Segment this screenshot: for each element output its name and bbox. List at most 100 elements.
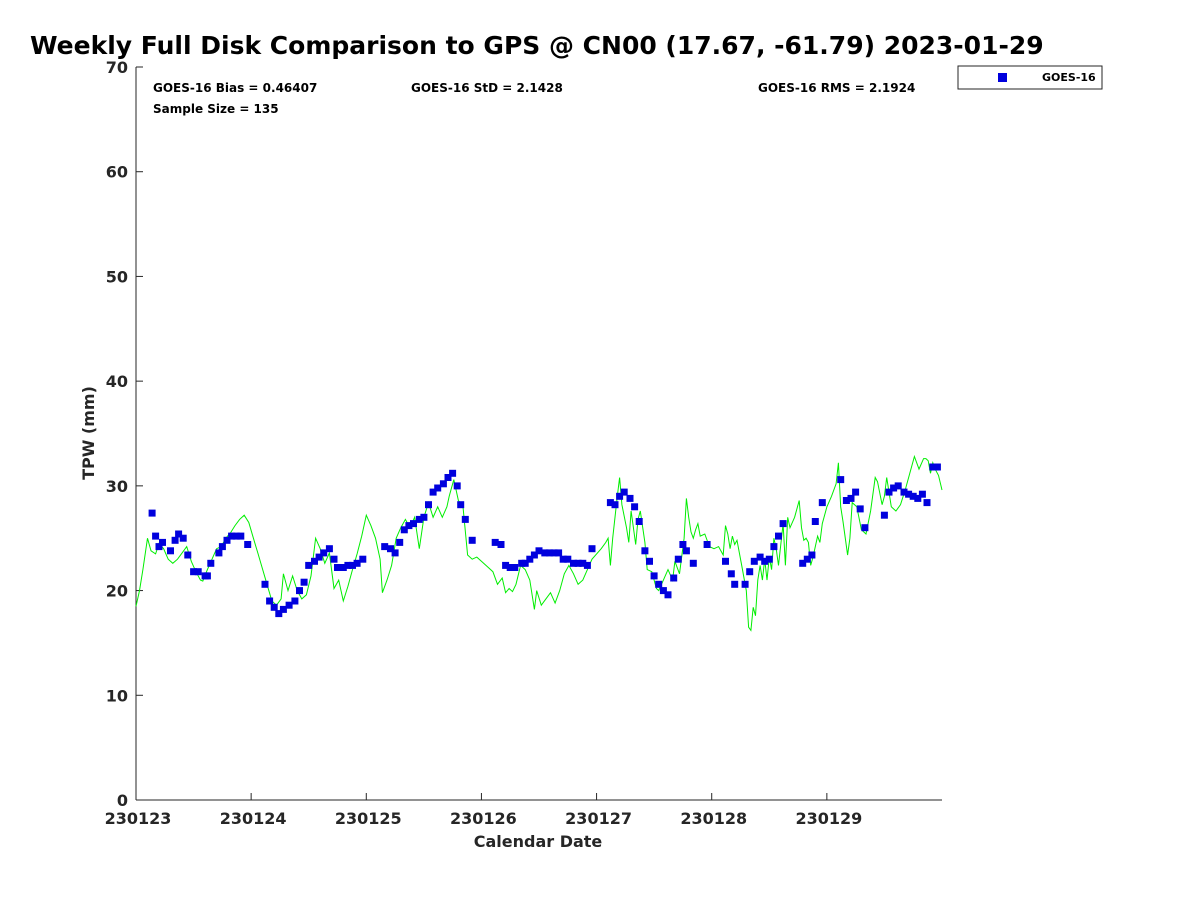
- goes16-point: [811, 518, 819, 525]
- goes16-point: [856, 505, 864, 513]
- goes16-point: [761, 557, 769, 565]
- goes16-point: [359, 555, 367, 563]
- goes16-point: [244, 541, 252, 548]
- goes16-point: [521, 559, 529, 567]
- goes16-point: [291, 597, 299, 605]
- goes16-point: [444, 474, 452, 481]
- x-tick-label: 230127: [565, 809, 632, 828]
- goes16-point: [285, 601, 293, 609]
- goes16-point: [731, 580, 739, 588]
- goes16-point: [349, 561, 356, 569]
- goes16-point: [405, 522, 413, 530]
- goes16-point: [381, 543, 389, 551]
- goes16-point: [631, 503, 639, 511]
- goes16-point: [344, 561, 352, 569]
- legend-marker-goes16: [998, 73, 1007, 82]
- goes16-point: [502, 561, 510, 569]
- goes16-point: [923, 499, 931, 507]
- goes16-point: [184, 551, 192, 559]
- goes16-point: [148, 509, 156, 517]
- goes16-point: [808, 551, 816, 559]
- goes16-point: [655, 580, 663, 588]
- goes16-point: [779, 520, 787, 528]
- goes16-point: [449, 469, 457, 477]
- goes16-point: [646, 557, 653, 565]
- goes16-point: [541, 549, 549, 557]
- goes16-point: [890, 484, 898, 492]
- goes16-point: [261, 580, 269, 588]
- goes16-point: [339, 564, 347, 571]
- goes16-point: [453, 482, 461, 490]
- goes16-point: [564, 555, 572, 563]
- goes16-point: [300, 578, 308, 586]
- goes16-point: [526, 555, 534, 563]
- x-tick-label: 230123: [105, 809, 172, 828]
- goes16-point: [616, 492, 624, 500]
- goes16-point: [727, 570, 735, 578]
- goes16-point: [679, 541, 687, 548]
- goes16-point: [555, 549, 563, 557]
- goes16-point: [396, 538, 404, 546]
- goes16-point: [750, 557, 758, 565]
- goes16-point: [861, 524, 869, 532]
- goes16-point: [842, 497, 850, 504]
- y-tick-label: 10: [106, 686, 128, 705]
- goes16-point: [159, 538, 166, 546]
- goes16-point: [179, 534, 187, 542]
- goes16-point: [535, 547, 543, 555]
- y-tick-label: 40: [106, 372, 128, 391]
- goes16-point: [914, 494, 922, 502]
- goes16-point: [775, 532, 782, 540]
- goes16-point: [545, 549, 553, 557]
- goes16-point: [410, 520, 417, 528]
- goes16-point: [218, 543, 226, 551]
- goes16-point: [626, 494, 634, 502]
- goes16-point: [674, 555, 682, 563]
- y-tick-label: 0: [117, 791, 128, 810]
- legend-box: [957, 65, 1103, 90]
- goes16-point: [190, 568, 198, 576]
- goes16-point: [305, 561, 313, 569]
- goes16-point: [223, 536, 231, 544]
- stat-std: GOES-16 StD = 2.1428: [411, 81, 563, 95]
- goes16-point: [461, 515, 469, 523]
- goes16-point: [837, 476, 845, 484]
- goes16-point: [167, 547, 174, 555]
- goes16-point: [611, 501, 619, 509]
- goes16-point: [320, 549, 328, 557]
- goes16-point: [207, 559, 215, 567]
- goes16-point: [155, 543, 163, 551]
- goes16-point: [203, 572, 211, 580]
- x-axis-label: Calendar Date: [474, 832, 603, 851]
- goes16-point: [152, 532, 160, 540]
- goes16-point: [722, 557, 729, 565]
- y-axis-label: TPW (mm): [79, 386, 98, 480]
- goes16-point: [885, 488, 893, 496]
- goes16-point: [933, 463, 941, 471]
- stat-rms: GOES-16 RMS = 2.1924: [758, 81, 915, 95]
- goes16-point: [429, 488, 437, 496]
- legend: GOES-16: [957, 65, 1103, 90]
- goes16-point: [803, 555, 811, 563]
- goes16-point: [635, 518, 643, 525]
- y-tick-label: 60: [106, 163, 128, 182]
- goes16-point: [439, 480, 447, 488]
- goes16-point: [664, 591, 672, 599]
- goes16-point: [497, 541, 505, 548]
- goes16-point: [641, 547, 649, 555]
- y-tick-label: 30: [106, 477, 128, 496]
- goes16-point: [334, 564, 341, 571]
- goes16-scatter-series: [148, 463, 941, 618]
- goes16-point: [746, 568, 754, 576]
- gps-line-series: [135, 454, 943, 632]
- goes16-point: [228, 532, 236, 540]
- goes16-point: [574, 559, 582, 567]
- goes16-point: [330, 555, 338, 563]
- goes16-point: [588, 545, 596, 553]
- goes16-point: [315, 553, 323, 561]
- y-tick-label: 20: [106, 582, 128, 601]
- goes16-point: [770, 543, 778, 551]
- goes16-point: [425, 501, 432, 509]
- goes16-point: [457, 501, 465, 509]
